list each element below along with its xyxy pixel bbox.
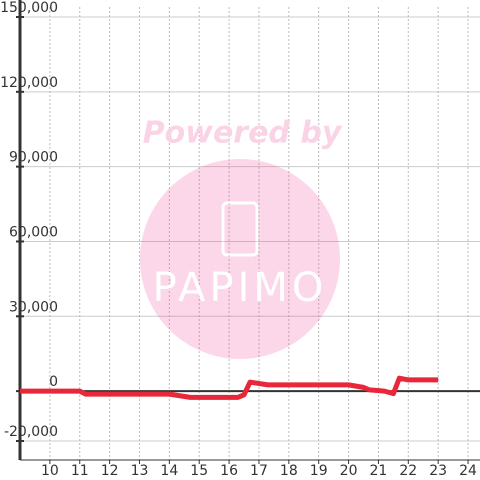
watermark-top: Powered by [143, 116, 343, 151]
watermark [140, 159, 340, 359]
x-tick-label: 23 [429, 463, 447, 479]
x-tick-label: 21 [370, 463, 388, 479]
line-series [20, 375, 439, 400]
y-tick-label: 90,000 [9, 150, 58, 166]
x-tick-label: 10 [41, 463, 59, 479]
x-tick-label: 11 [71, 463, 89, 479]
x-tick-label: 24 [459, 463, 477, 479]
x-tick-label: 15 [190, 463, 208, 479]
y-tick-label: 30,000 [9, 299, 58, 315]
watermark-phone [221, 201, 259, 257]
x-tick-label: 22 [399, 463, 417, 479]
y-tick-label: -20,000 [4, 424, 58, 440]
y-tick-label: 60,000 [9, 224, 58, 240]
y-tick-label: 0 [49, 374, 58, 390]
y-tick-label: 120,000 [0, 75, 58, 91]
watermark-bottom: PAPIMO [153, 265, 328, 311]
x-tick-label: 19 [310, 463, 328, 479]
x-tick-label: 17 [250, 463, 268, 479]
watermark-circle [140, 159, 340, 359]
x-tick-label: 14 [160, 463, 178, 479]
x-tick-label: 13 [131, 463, 149, 479]
x-tick-label: 16 [220, 463, 238, 479]
y-tick-label: 150,000 [0, 0, 58, 16]
x-tick-label: 20 [340, 463, 358, 479]
x-tick-label: 12 [101, 463, 119, 479]
x-tick-label: 18 [280, 463, 298, 479]
